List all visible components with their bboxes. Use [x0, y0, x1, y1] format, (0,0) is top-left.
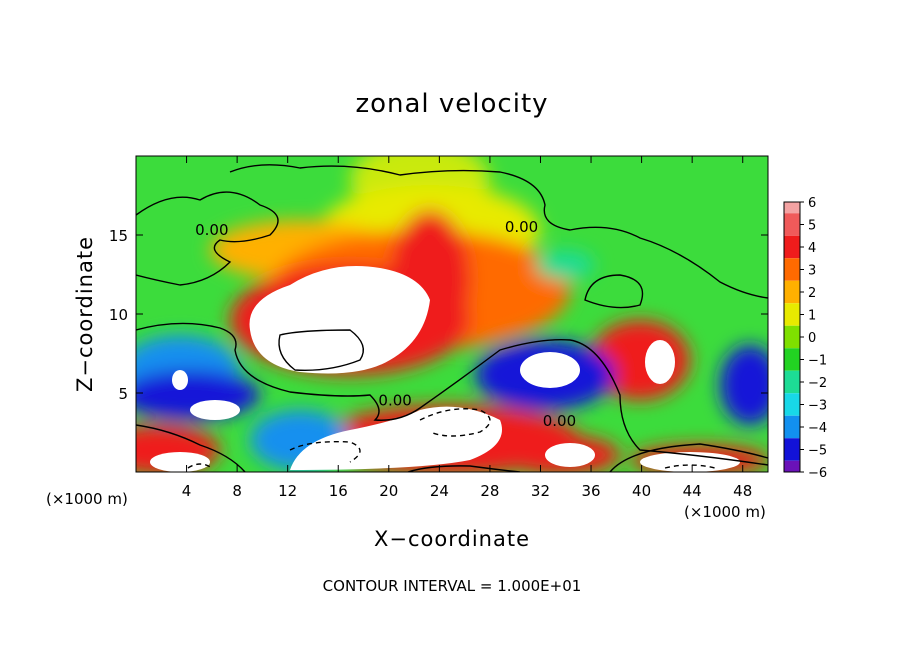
- y-axis-label: Z−coordinate: [73, 236, 97, 392]
- colorbar-label: −6: [808, 466, 827, 481]
- x-tick-label: 40: [632, 482, 651, 500]
- colorbar-swatch: [784, 415, 800, 439]
- contour-interval-note: CONTOUR INTERVAL = 1.000E+01: [323, 577, 582, 595]
- colorbar: 6 5 4 3 2 1 0 −1 −2 −3 −4 −5 −6: [783, 196, 827, 481]
- colorbar-label: −2: [808, 376, 827, 391]
- chart-title: zonal velocity: [355, 89, 548, 119]
- x-tick-label: 48: [733, 482, 752, 500]
- colorbar-swatch: [784, 202, 800, 214]
- y-tick-label: 10: [109, 306, 128, 324]
- colorbar-swatch: [784, 370, 800, 394]
- x-unit-right: (×1000 m): [684, 503, 766, 521]
- colorbar-label: 1: [808, 309, 816, 324]
- colorbar-label: −3: [808, 399, 827, 414]
- colorbar-swatch: [784, 460, 800, 472]
- contour-label: 0.00: [543, 412, 576, 430]
- contour-label: 0.00: [505, 218, 538, 236]
- colorbar-swatch: [784, 393, 800, 416]
- y-axis: 5 10 15: [109, 227, 768, 403]
- x-tick-label: 12: [278, 482, 297, 500]
- colorbar-label: 3: [808, 264, 816, 279]
- saturated-regions: [150, 266, 740, 472]
- colorbar-swatch: [784, 438, 800, 461]
- colorbar-label: 4: [808, 241, 816, 256]
- x-tick-label: 36: [581, 482, 600, 500]
- x-tick-label: 24: [430, 482, 449, 500]
- y-tick-label: 15: [109, 227, 128, 245]
- colorbar-swatch: [784, 235, 800, 259]
- y-tick-label: 5: [118, 385, 128, 403]
- colorbar-label: −4: [808, 421, 827, 436]
- colorbar-label: 5: [808, 219, 816, 234]
- x-tick-label: 4: [182, 482, 192, 500]
- contour-label: 0.00: [378, 392, 411, 410]
- colorbar-label: −5: [808, 444, 827, 459]
- colorbar-swatch: [784, 280, 800, 304]
- colorbar-swatch: [784, 213, 800, 236]
- colorbar-label: 2: [808, 286, 816, 301]
- colorbar-label: 6: [808, 196, 816, 211]
- x-tick-label: 32: [531, 482, 550, 500]
- x-tick-label: 20: [379, 482, 398, 500]
- plot-area: 0.00 0.00 0.00 0.00: [135, 155, 769, 473]
- colorbar-swatch: [784, 258, 800, 281]
- contour-labels: 0.00 0.00 0.00 0.00: [195, 218, 576, 430]
- x-axis: 4 8 12 16 20 24 28 32 36 40 44 48: [182, 156, 752, 500]
- x-tick-label: 16: [329, 482, 348, 500]
- colorbar-label: −1: [808, 354, 827, 369]
- x-tick-label: 44: [683, 482, 702, 500]
- contour-lines: [136, 164, 768, 472]
- x-tick-label: 28: [480, 482, 499, 500]
- colorbar-swatch: [784, 325, 800, 349]
- x-axis-label: X−coordinate: [374, 527, 530, 551]
- contour-label: 0.00: [195, 221, 228, 239]
- x-unit-left: (×1000 m): [46, 490, 128, 508]
- colorbar-label: 0: [808, 331, 816, 346]
- colorbar-swatch: [784, 303, 800, 326]
- x-tick-label: 8: [232, 482, 242, 500]
- colorbar-swatch: [784, 348, 800, 371]
